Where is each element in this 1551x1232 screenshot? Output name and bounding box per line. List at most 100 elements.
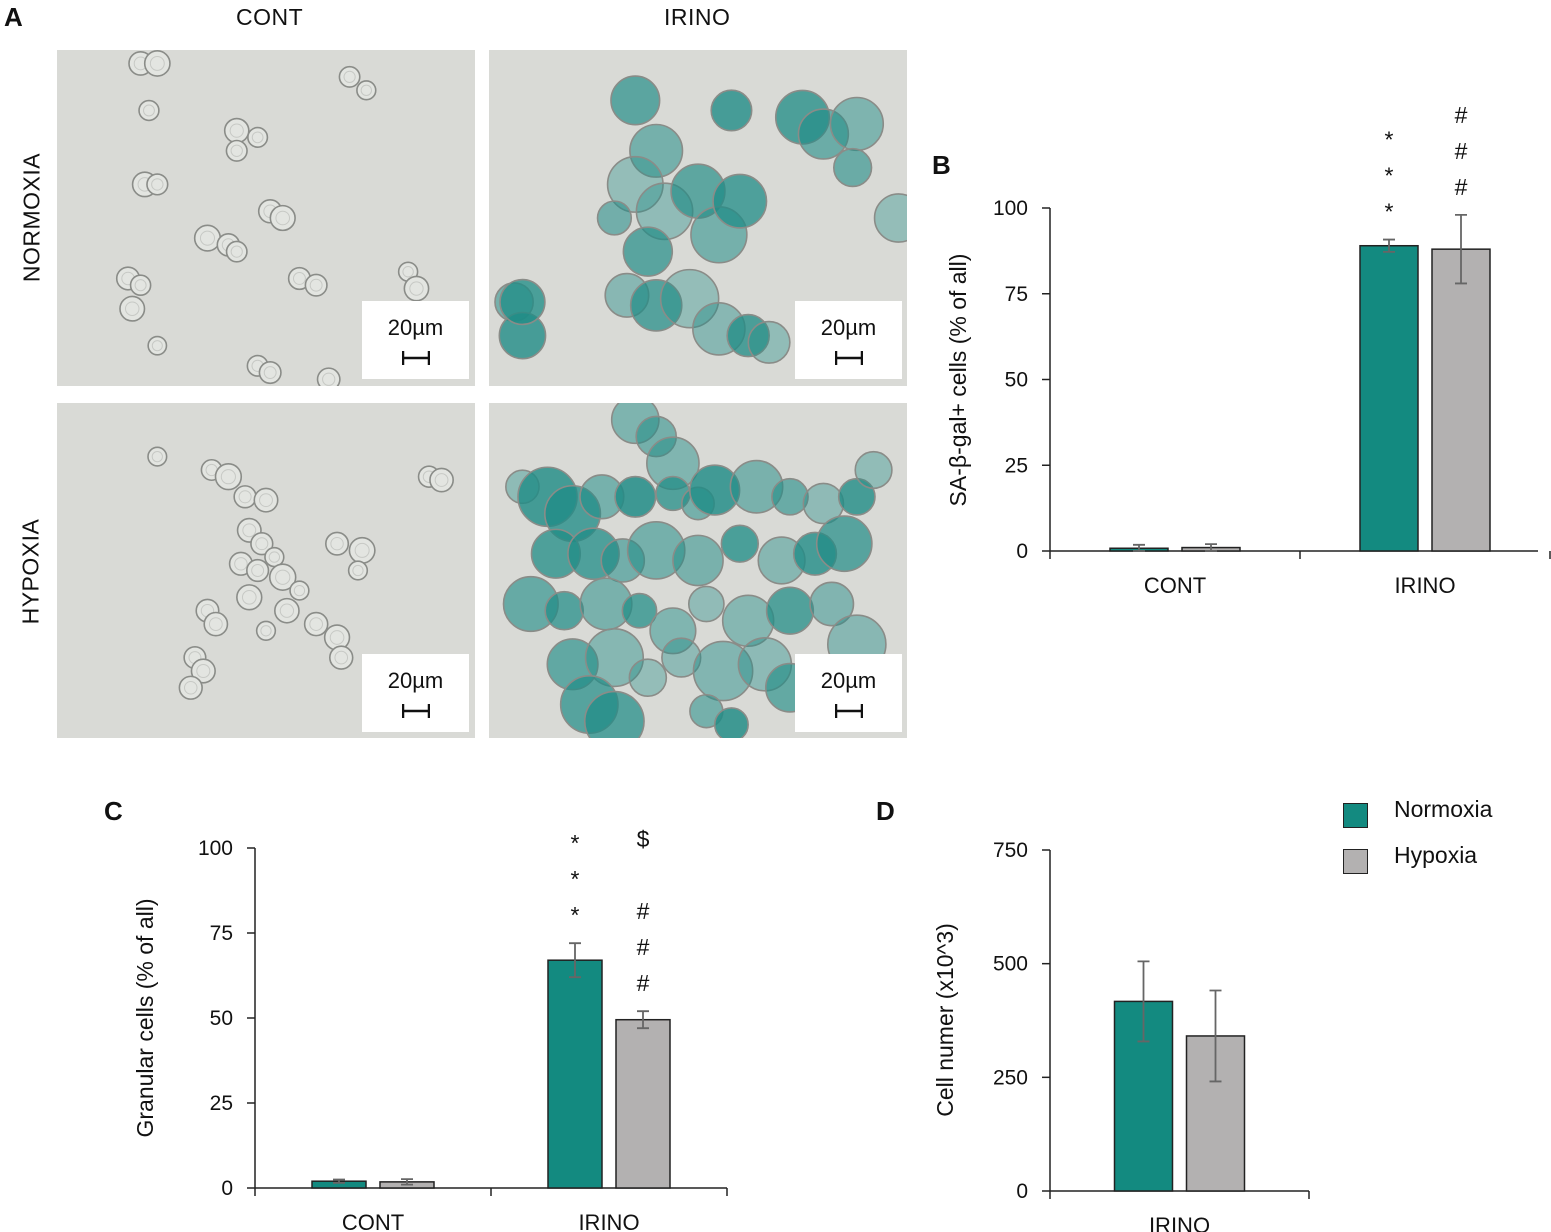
cell-nucleus [242,523,257,538]
significance-mark: # [1455,102,1468,128]
cell-nucleus [151,340,163,352]
cell-nucleus [234,557,248,571]
cell-nucleus [275,210,291,226]
legend-swatch-hypoxia [1343,849,1368,874]
cell [710,89,753,132]
cell [635,415,678,458]
cell [596,200,633,236]
significance-mark: # [1455,138,1468,164]
error-bar [1205,543,1217,552]
cell [225,139,248,162]
y-axis-label: Granular cells (% of all) [132,898,158,1137]
cell [178,675,203,700]
cell-nucleus [409,281,424,296]
cell-nucleus [125,301,140,316]
legend-label-normoxia: Normoxia [1394,796,1493,822]
y-tick-label: 50 [210,1007,233,1030]
scale-bar-icon [835,351,863,365]
cell [661,637,702,678]
cell [629,123,684,178]
cell-nucleus [149,56,165,71]
error-bar [569,942,581,979]
cell [269,204,296,232]
cell [246,558,270,583]
cell-nucleus [255,537,269,551]
cell-nucleus [343,70,356,83]
cell [119,295,146,322]
cell-nucleus [184,680,198,695]
cell-nucleus [329,630,345,645]
scale-bar-label: 20µm [820,315,877,340]
cell [347,560,369,581]
cell [253,487,279,513]
significance-mark: * [571,902,580,928]
cell [356,80,377,101]
cell-nucleus [352,564,364,577]
cell-nucleus [330,537,344,551]
y-tick-label: 75 [210,922,233,945]
cell [138,99,160,122]
cell [429,467,454,493]
legend-swatch-normoxia [1343,803,1368,828]
micrograph-col-label-cont: CONT [236,4,304,30]
significance-mark: # [637,898,650,924]
panel-label-a: A [4,2,23,32]
cell [720,524,760,563]
cell-nucleus [230,144,243,157]
cell [247,126,269,148]
error-bar [1209,989,1222,1083]
cell [797,108,850,160]
x-tick-label: CONT [342,1210,404,1232]
cell [325,531,350,556]
scale-bar-icon [402,351,430,365]
cell [303,611,329,637]
cell [672,534,724,587]
cell [338,65,361,88]
cell [832,147,873,188]
cell [873,193,907,243]
micrograph-col-label-irino: IRINO [664,4,731,30]
scale-bar: 20µm [362,654,469,732]
chart-d: 0 250 500 750 Cell numer (x10^3) IRINO [932,839,1310,1232]
cell-nucleus [402,266,414,278]
cell [146,173,169,196]
significance-mark: * [1385,199,1394,225]
cell-nucleus [309,278,323,292]
cell [304,273,328,297]
cell-nucleus [334,650,349,665]
cell [610,75,661,126]
micrograph-image [489,50,907,386]
scale-bar: 20µm [795,654,902,732]
cell [147,446,168,467]
cell-nucleus [260,625,272,637]
cell [250,532,274,556]
y-tick-label: 100 [993,197,1028,220]
cell [236,584,263,611]
cell [268,563,297,591]
cell [255,620,277,641]
scale-bar-icon [402,704,430,718]
y-tick-label: 75 [1005,283,1028,306]
y-tick-label: 750 [993,839,1028,862]
significance-mark: * [1385,127,1394,153]
cell [203,611,229,637]
cell [143,50,171,77]
scale-bar: 20µm [795,301,902,379]
cell-nucleus [208,617,223,631]
panel-label-d: D [876,796,895,826]
x-tick-label: CONT [1144,573,1206,598]
cell-nucleus [229,123,244,138]
error-bar [1137,960,1150,1043]
x-tick-label: IRINO [1149,1213,1210,1232]
cell [765,586,815,635]
significance-mark: # [637,934,650,960]
scale-bar-icon [835,704,863,718]
legend-label-hypoxia: Hypoxia [1394,842,1478,868]
cell [499,278,546,326]
cell-nucleus [292,272,306,285]
scale-bar-label: 20µm [387,315,444,340]
cell [274,597,300,624]
cell [621,592,658,629]
cell [815,515,873,573]
